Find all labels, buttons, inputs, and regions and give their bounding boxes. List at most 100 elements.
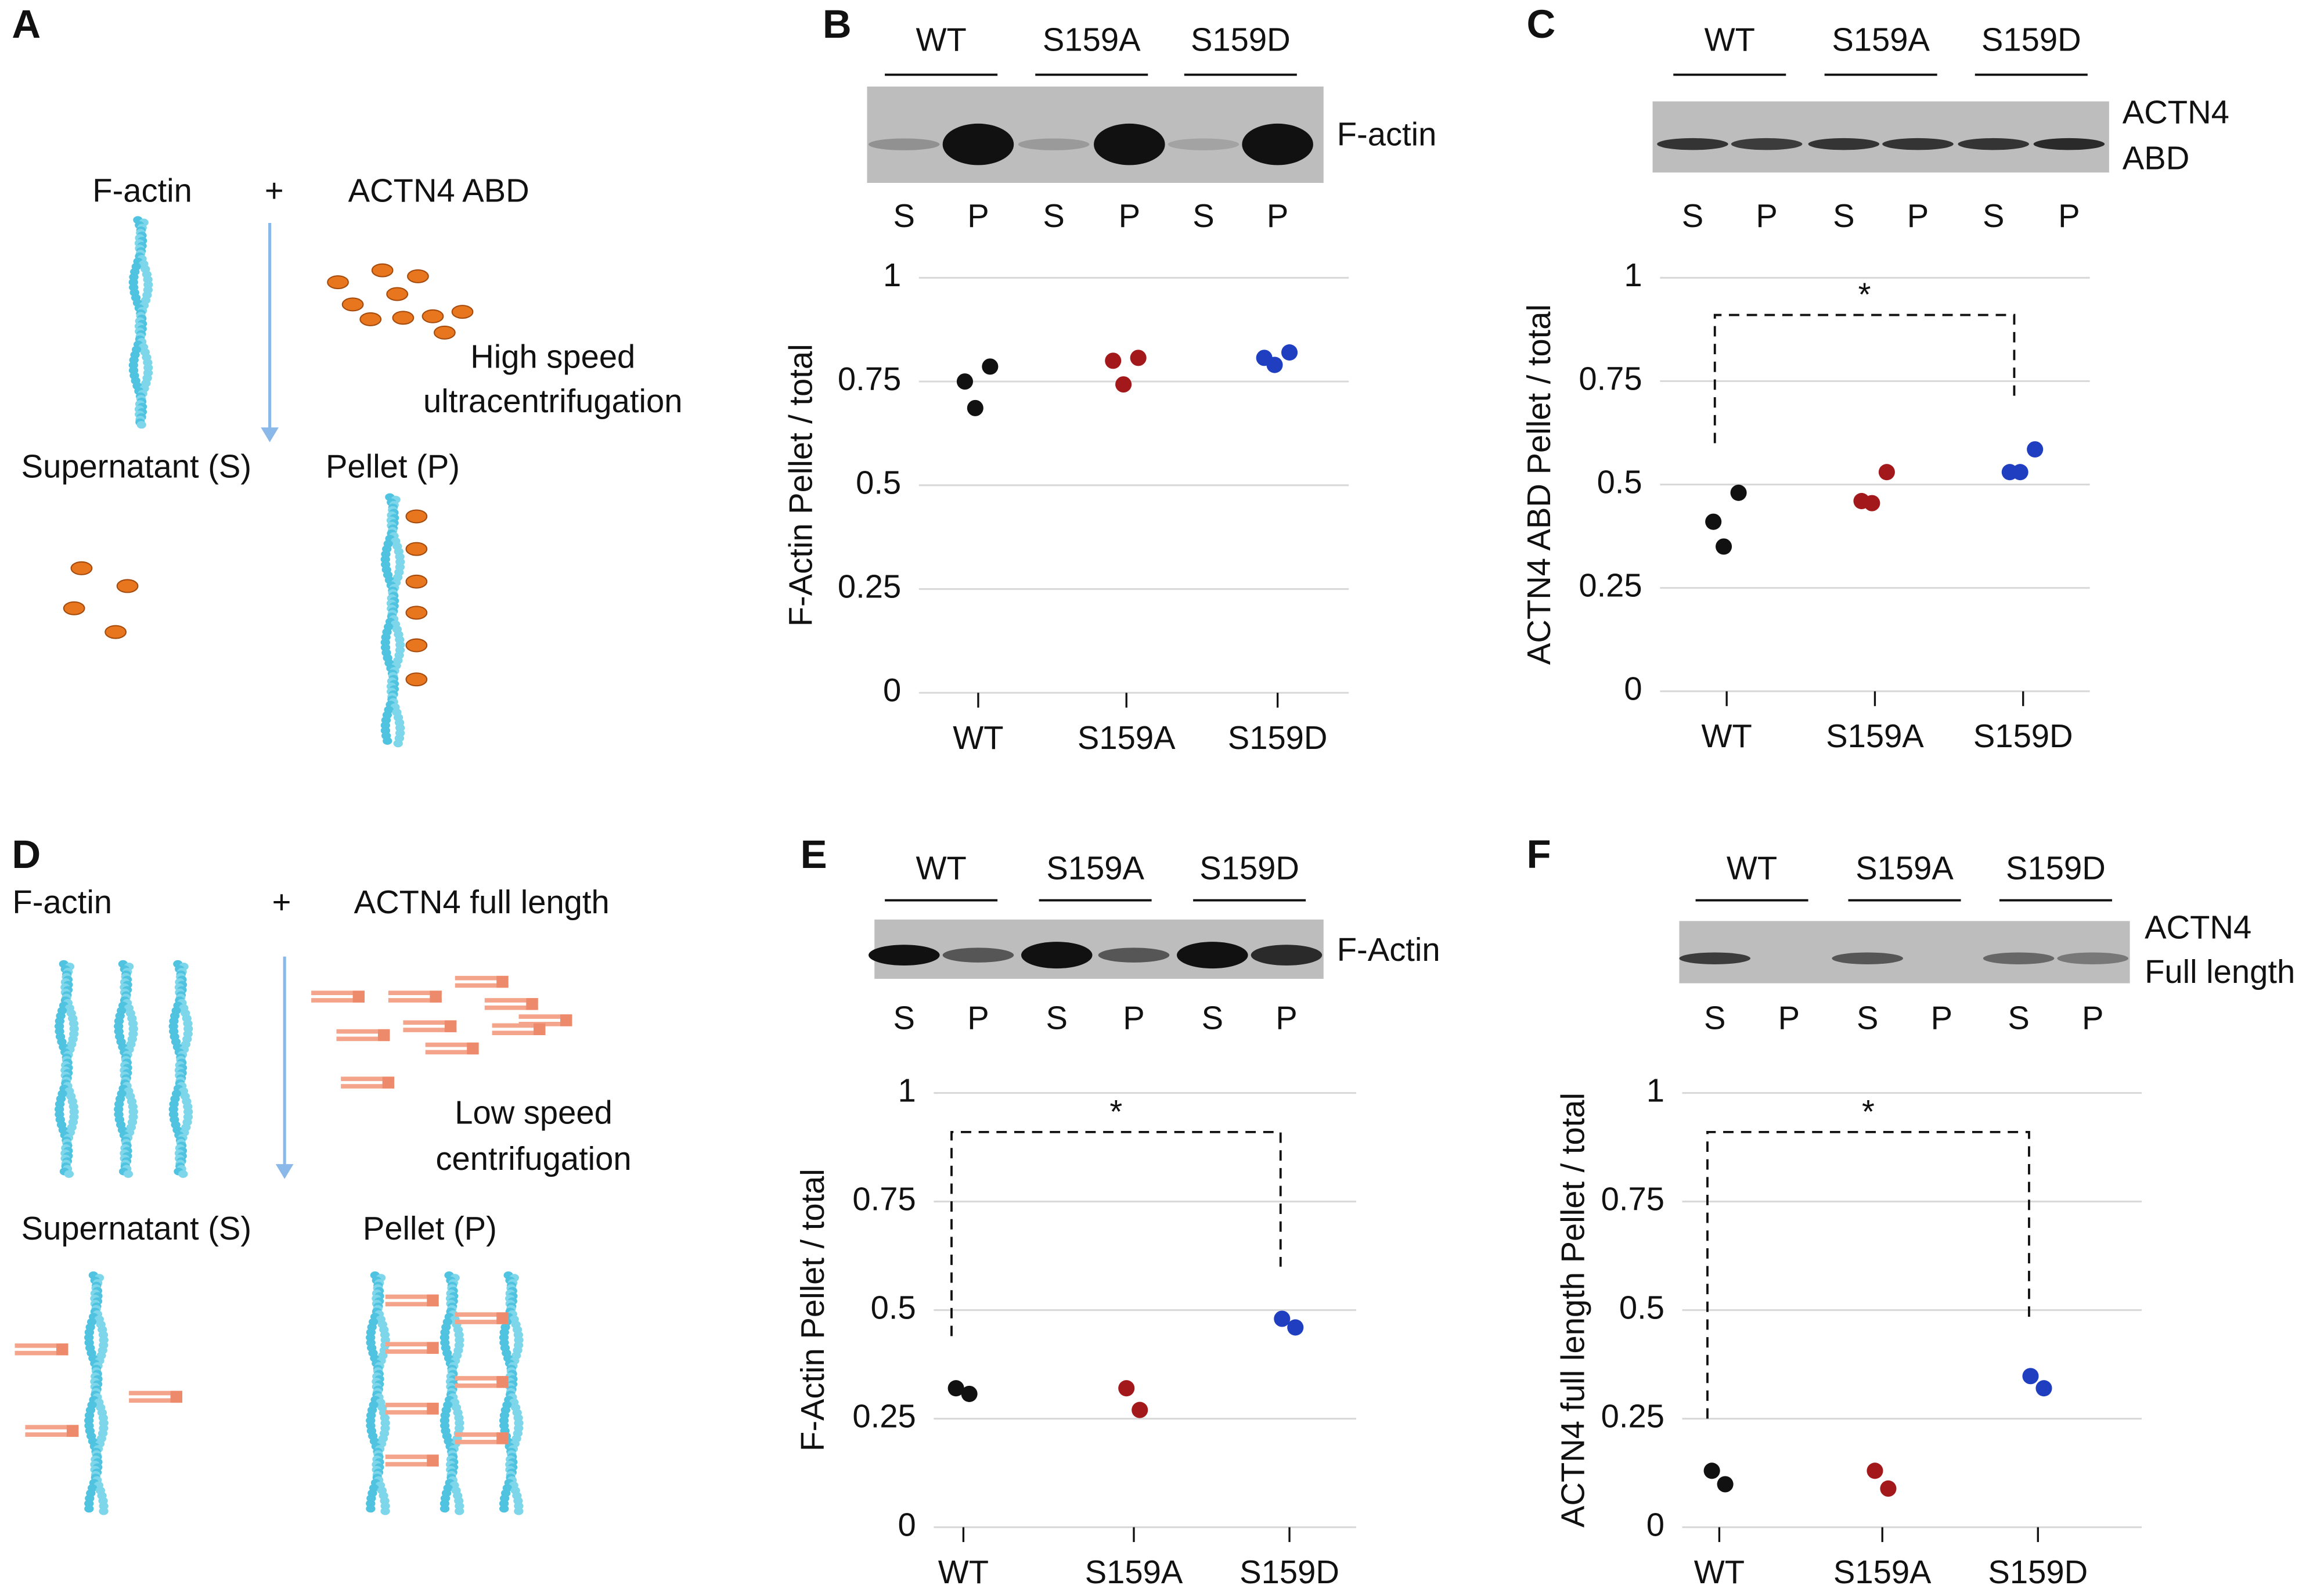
blot-lane-label: S: [1043, 197, 1064, 234]
blot-band: [1731, 138, 1803, 150]
blot-lane-label: P: [2058, 197, 2080, 234]
blot-lane-label: S: [1202, 999, 1223, 1036]
blot-band: [1242, 123, 1313, 165]
data-point: [1105, 352, 1122, 369]
actin-monomer: [366, 1504, 376, 1513]
actn4-rod: [455, 975, 509, 981]
actin-filament: [499, 1271, 524, 1515]
actn4-head: [352, 990, 365, 1003]
actin-filament: [366, 1271, 390, 1515]
data-point: [1880, 1480, 1897, 1497]
data-point: [967, 399, 983, 416]
actn4-rod: [455, 1376, 509, 1381]
significance-label: *: [1862, 1093, 1875, 1130]
actn4-rod: [385, 1349, 439, 1354]
actn4-full-length: [425, 1042, 479, 1055]
actn4-rod: [455, 1432, 509, 1437]
blot-band: [1251, 945, 1323, 965]
blot-lane-label: S: [1192, 197, 1214, 234]
blot-lane-label: P: [967, 197, 989, 234]
y-tick-label: 0.5: [1619, 1289, 1664, 1325]
actn4-abd: [405, 542, 428, 556]
y-tick-label: 1: [1624, 257, 1642, 293]
actn4-head: [496, 1432, 509, 1444]
data-point: [1717, 1476, 1734, 1493]
actn4-rod: [455, 1439, 509, 1444]
actin-monomer: [123, 1170, 134, 1178]
actn4-abd: [70, 561, 93, 575]
actn4-rod: [385, 1410, 439, 1415]
actn4-abd: [433, 325, 456, 340]
data-point: [2035, 1380, 2052, 1397]
diagram-label: +: [265, 172, 284, 209]
actn4-head: [430, 990, 442, 1003]
diagram-label: ACTN4 ABD: [348, 172, 529, 209]
blot-band: [1098, 947, 1170, 963]
arrow-head: [275, 1164, 294, 1179]
blot-band: [1679, 952, 1751, 964]
actn4-full-length: [311, 990, 365, 1003]
actin-monomer: [380, 1507, 390, 1515]
blot-lane-label: P: [1931, 999, 1952, 1036]
blot-band: [1958, 138, 2029, 150]
western-blot: [1652, 101, 2109, 173]
y-axis-title: F-Actin Pellet / total: [794, 1169, 831, 1451]
actn4-rod: [455, 1312, 509, 1317]
actn4-head: [56, 1343, 69, 1356]
actn4-head: [534, 1023, 546, 1035]
actin-filament: [84, 1271, 109, 1515]
blot-group-label: S159D: [1199, 849, 1299, 886]
blot-group-label: WT: [1727, 849, 1777, 886]
actn4-rod: [403, 1028, 457, 1032]
blot-lane-label: S: [893, 197, 915, 234]
actn4-head: [427, 1403, 439, 1415]
actn4-rod: [518, 1014, 572, 1019]
data-point: [1716, 538, 1732, 555]
actn4-rod: [25, 1432, 79, 1437]
actn4-head: [444, 1020, 457, 1032]
data-point: [1287, 1319, 1304, 1336]
blot-lane-label: P: [967, 999, 989, 1036]
panel-label: E: [801, 832, 827, 877]
data-point: [2022, 1368, 2039, 1385]
y-axis-title: F-Actin Pellet / total: [783, 344, 819, 626]
blot-band: [1168, 138, 1240, 150]
actin-monomer: [136, 421, 146, 429]
y-tick-label: 0.75: [838, 361, 901, 397]
actin-monomer: [99, 1507, 109, 1515]
actin-monomer: [84, 1504, 94, 1513]
actin-monomer: [64, 1170, 74, 1178]
actn4-rod: [341, 1084, 395, 1089]
significance-bracket: [1706, 1130, 2030, 1419]
actn4-full-length: [388, 990, 442, 1003]
actn4-rod: [336, 1029, 390, 1034]
diagram-label: +: [272, 884, 291, 920]
actn4-full-length: [455, 975, 509, 988]
data-point: [1705, 513, 1722, 530]
actn4-rod: [385, 1294, 439, 1299]
actn4-abd: [116, 579, 139, 593]
actn4-rod: [484, 1005, 538, 1010]
data-point: [1274, 1310, 1291, 1327]
diagram-label: Supernatant (S): [21, 448, 251, 485]
blot-band: [1177, 942, 1248, 969]
x-tick-label: S159A: [1078, 719, 1176, 756]
y-tick-label: 0.5: [856, 464, 901, 501]
actn4-abd: [392, 311, 415, 325]
y-axis-title: ACTN4 ABD Pellet / total: [1520, 304, 1557, 665]
diagram-label: ACTN4 full length: [354, 884, 610, 920]
blot-lane-label: S: [1857, 999, 1878, 1036]
actn4-rod: [425, 1050, 479, 1055]
diagram-label: High speed: [470, 338, 635, 375]
blot-band: [2057, 952, 2129, 964]
blot-protein-label: ACTN4: [2123, 93, 2229, 130]
diagram-label: Pellet (P): [326, 448, 460, 485]
y-tick-label: 1: [1646, 1072, 1664, 1108]
blot-lane-label: P: [1267, 197, 1288, 234]
actn4-full-length: [385, 1454, 439, 1467]
actn4-rod: [25, 1425, 79, 1430]
y-tick-label: 1: [883, 257, 901, 293]
data-point: [1878, 464, 1895, 481]
significance-bracket: [950, 1130, 1282, 1336]
